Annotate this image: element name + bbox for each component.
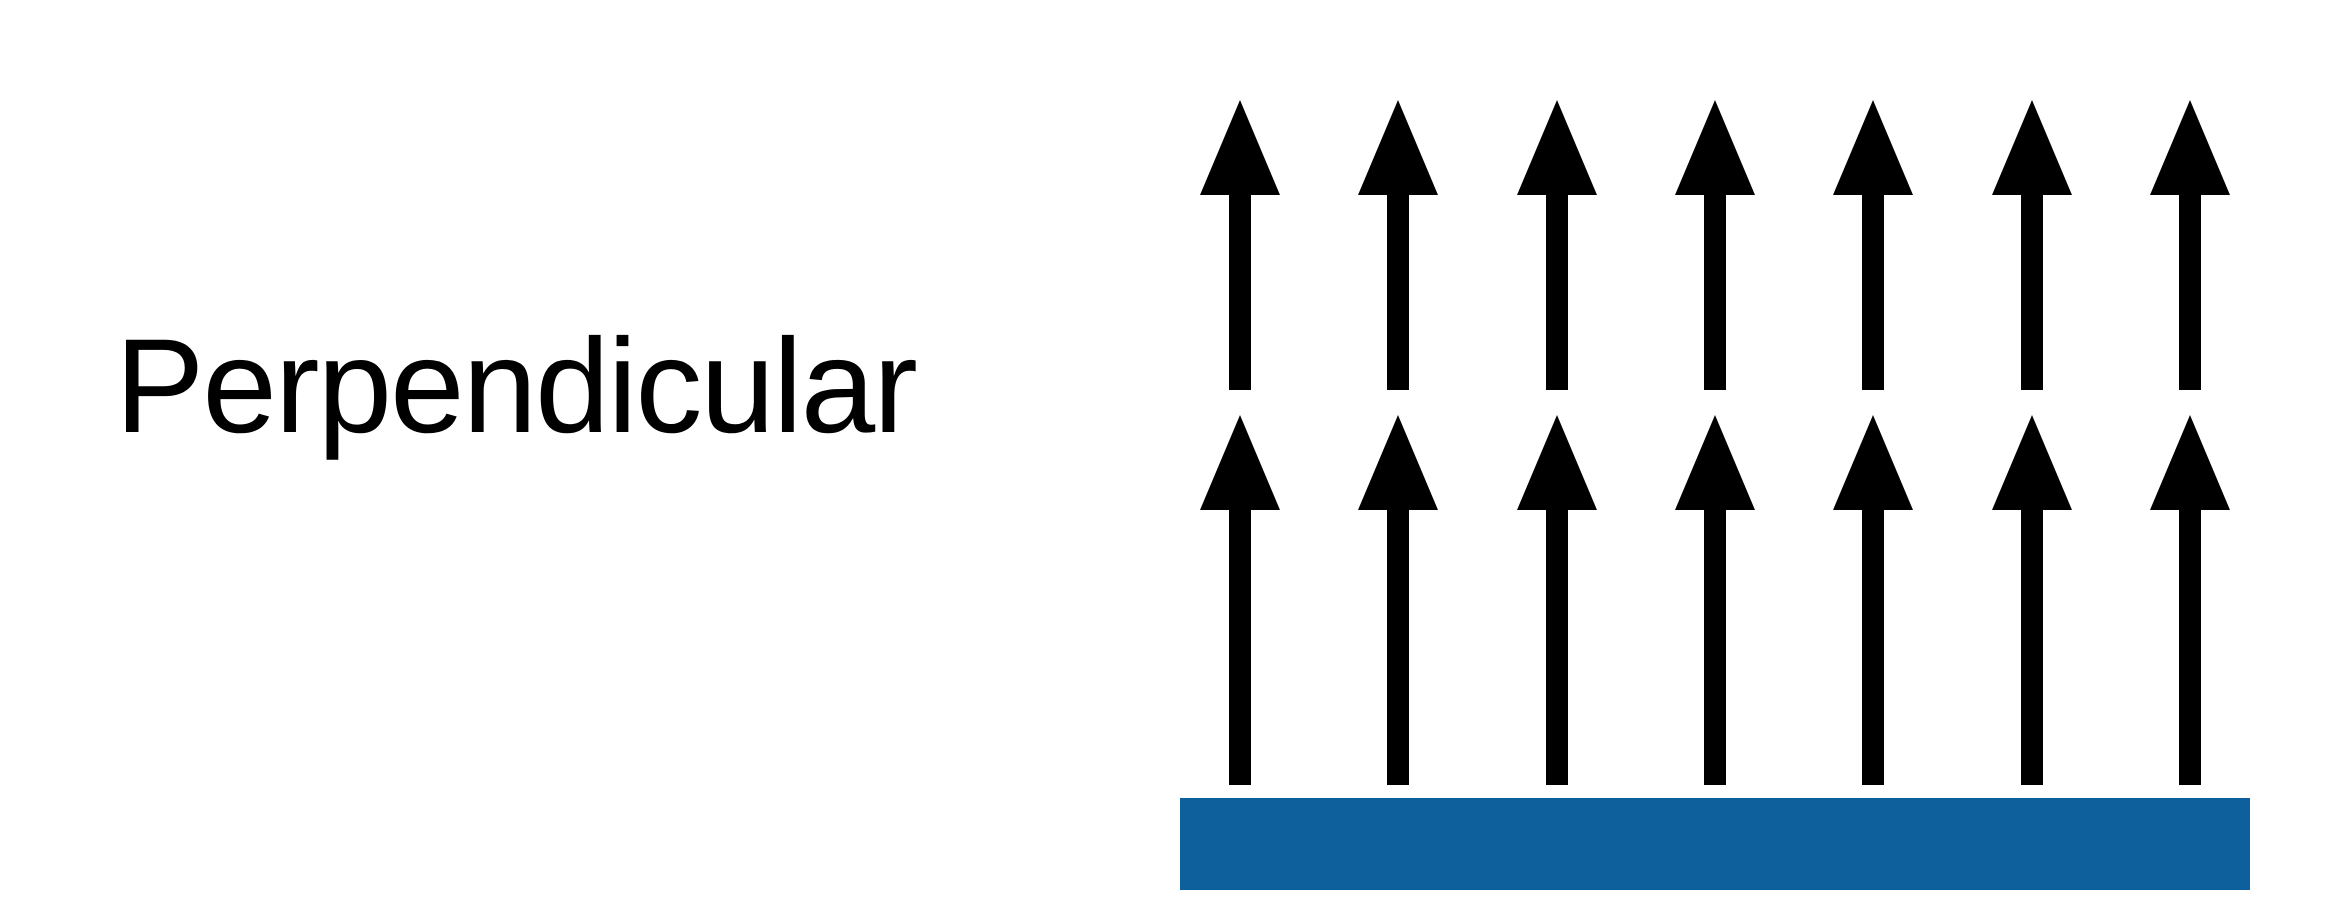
up-arrow-icon: [1358, 415, 1438, 785]
perpendicular-diagram: [1170, 60, 2260, 890]
up-arrow-icon: [1675, 100, 1755, 390]
up-arrow-icon: [2150, 100, 2230, 390]
up-arrow-icon: [1992, 415, 2072, 785]
up-arrow-icon: [1517, 100, 1597, 390]
up-arrow-icon: [2150, 415, 2230, 785]
base-surface: [1180, 798, 2250, 890]
up-arrow-icon: [1992, 100, 2072, 390]
arrow-row-bottom: [1170, 415, 2260, 785]
up-arrow-icon: [1833, 415, 1913, 785]
up-arrow-icon: [1517, 415, 1597, 785]
up-arrow-icon: [1200, 415, 1280, 785]
diagram-label: Perpendicular: [115, 310, 916, 463]
arrow-row-top: [1170, 100, 2260, 390]
up-arrow-icon: [1833, 100, 1913, 390]
up-arrow-icon: [1200, 100, 1280, 390]
up-arrow-icon: [1358, 100, 1438, 390]
up-arrow-icon: [1675, 415, 1755, 785]
